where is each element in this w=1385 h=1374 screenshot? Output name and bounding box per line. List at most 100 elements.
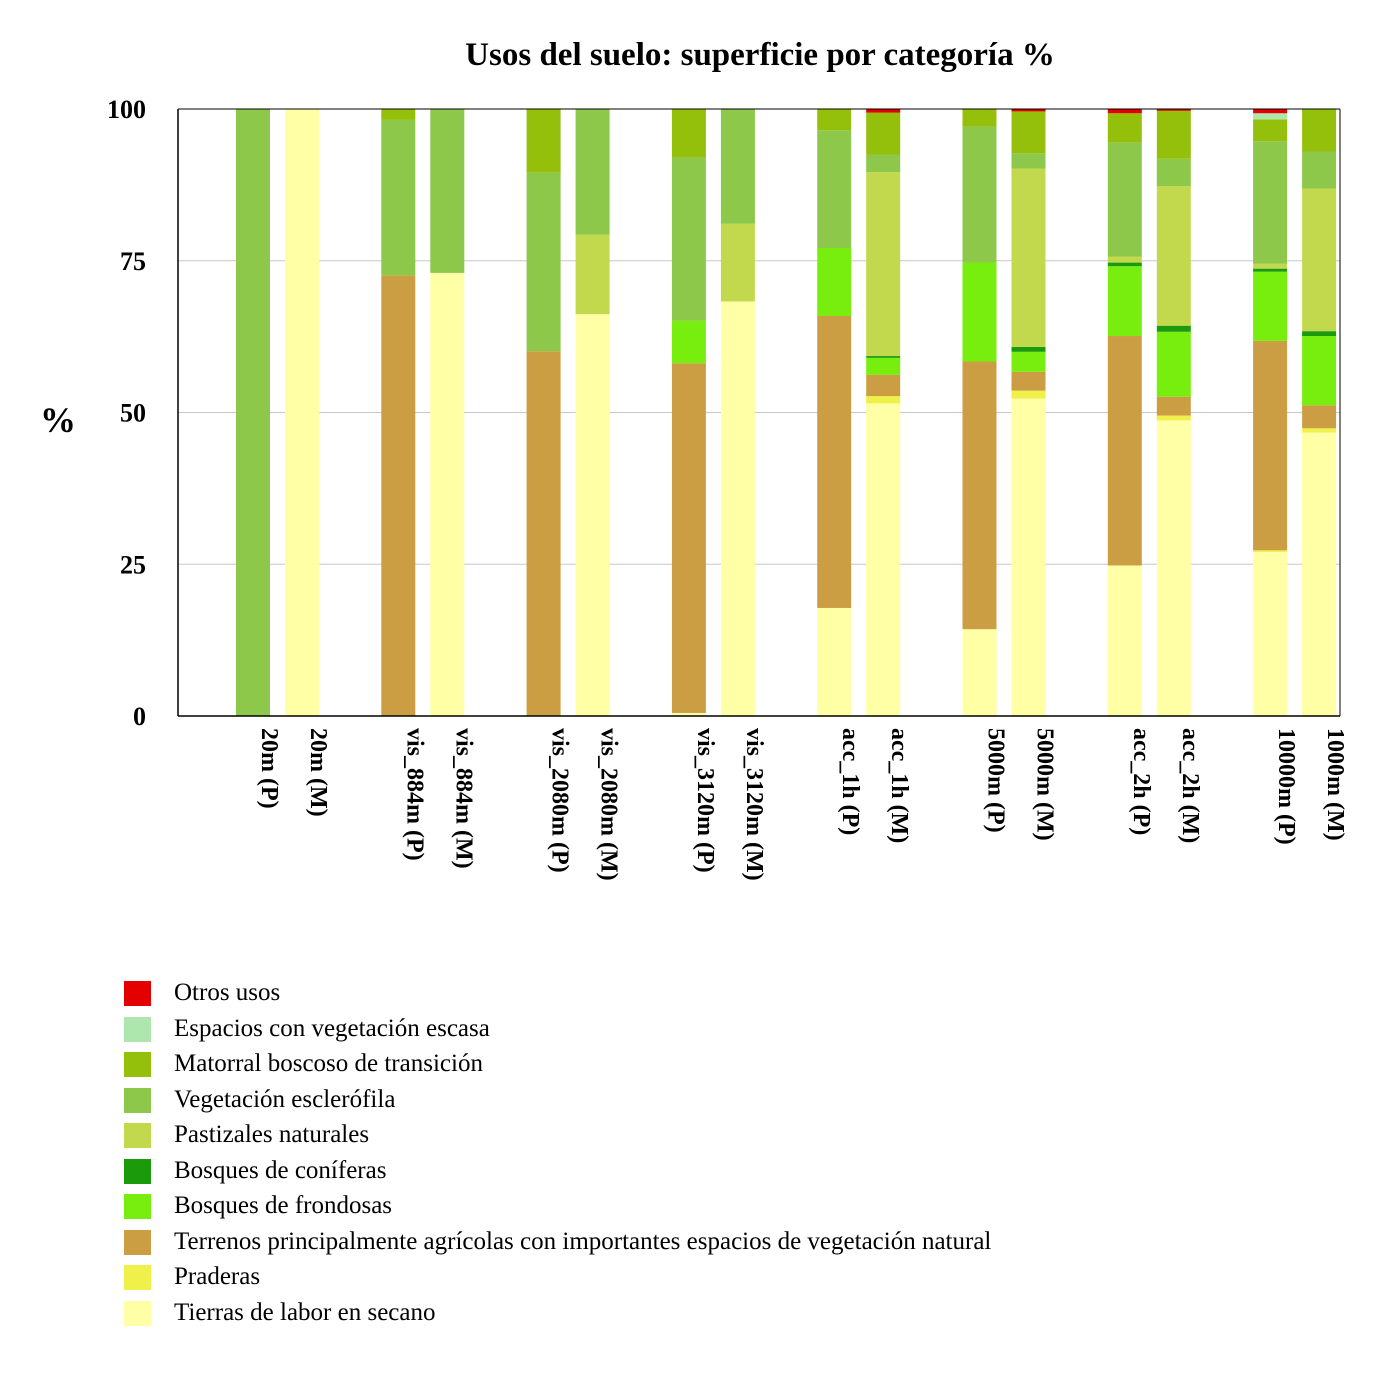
- x-tick-label: acc_1h (P): [837, 728, 863, 835]
- bar-segment: [1011, 111, 1046, 154]
- legend-label: Bosques de frondosas: [174, 1192, 393, 1219]
- y-tick-label: 25: [120, 550, 146, 579]
- bar-segment: [526, 172, 561, 352]
- bar-segment: [575, 234, 610, 315]
- bar-segment: [381, 119, 416, 276]
- y-axis-label: %: [40, 400, 76, 440]
- bar-segment: [1107, 565, 1142, 716]
- bar-segment: [817, 130, 852, 249]
- x-tick-label: 20m (P): [256, 728, 282, 809]
- legend-swatch: [124, 981, 151, 1006]
- x-tick-label: vis_3120m (P): [692, 728, 718, 873]
- bar-segment: [1011, 346, 1046, 352]
- bar-segment: [671, 157, 706, 321]
- bar-segment: [866, 109, 901, 113]
- x-tick-label: vis_2080m (M): [596, 728, 622, 881]
- bar-segment: [866, 357, 901, 375]
- bar-segment: [526, 351, 561, 716]
- bar-segment: [1156, 325, 1191, 332]
- legend-swatch: [124, 1123, 151, 1148]
- bar-segment: [962, 361, 997, 630]
- bar-segment: [430, 109, 465, 273]
- bar-segment: [817, 248, 852, 316]
- bar-segment: [1253, 263, 1288, 269]
- bar-segment: [962, 126, 997, 263]
- legend-label: Praderas: [174, 1263, 261, 1290]
- y-tick-label: 50: [120, 399, 146, 428]
- bar-segment: [575, 314, 610, 716]
- bar-segment: [671, 320, 706, 364]
- bar-segment: [962, 109, 997, 127]
- x-tick-label: 10000m (P): [1273, 728, 1299, 845]
- bar-segment: [1302, 188, 1337, 332]
- bar-segment: [817, 607, 852, 716]
- bar-segment: [1156, 186, 1191, 326]
- legend-swatch: [124, 1016, 151, 1042]
- x-tick-label: acc_1h (M): [886, 728, 912, 843]
- legend-swatch: [124, 1087, 151, 1113]
- y-tick-label: 0: [133, 702, 146, 731]
- chart-title: Usos del suelo: superficie por categoría…: [465, 37, 1055, 73]
- bar-segment: [575, 109, 610, 235]
- bar-segment: [866, 356, 901, 358]
- legend-label: Tierras de labor en secano: [174, 1298, 436, 1326]
- legend-swatch: [124, 1194, 151, 1219]
- bar-segment: [1107, 256, 1142, 263]
- legend-swatch: [124, 1052, 151, 1077]
- bar-segment: [1107, 336, 1142, 566]
- bar-segment: [1253, 340, 1288, 551]
- bar-segment: [1156, 420, 1191, 716]
- bar-segment: [430, 272, 465, 716]
- legend-label: Terrenos principalmente agrícolas con im…: [174, 1227, 992, 1255]
- x-tick-label: vis_884m (P): [401, 728, 427, 861]
- bar-segment: [1011, 371, 1046, 391]
- bar-segment: [866, 403, 901, 716]
- x-tick-labels: 20m (P) 20m (M) vis_884m (P) vis_884m (M) vi…: [256, 728, 1348, 881]
- legend-swatch: [124, 1229, 151, 1255]
- bar-segment: [671, 363, 706, 713]
- bar-segment: [1253, 268, 1288, 272]
- bar-segment: [1011, 153, 1046, 169]
- bar-segment: [1302, 336, 1337, 406]
- legend-label: Vegetación esclerófila: [174, 1085, 396, 1113]
- bar-segment: [1302, 428, 1337, 433]
- legend-label: Espacios con vegetación escasa: [174, 1014, 490, 1042]
- x-tick-label: vis_884m (M): [450, 728, 476, 869]
- bars: [236, 109, 1337, 716]
- bar-segment: [962, 629, 997, 716]
- bar-segment: [866, 172, 901, 357]
- x-tick-label: vis_3120m (M): [741, 728, 767, 881]
- bar-segment: [817, 109, 852, 131]
- x-tick-label: 5000m (P): [983, 728, 1009, 833]
- bar-segment: [1156, 331, 1191, 397]
- legend-label: Bosques de coníferas: [174, 1156, 387, 1184]
- bar-segment: [1253, 113, 1288, 120]
- bar-segment: [1253, 271, 1288, 341]
- bar-segment: [866, 396, 901, 404]
- bar-segment: [1302, 331, 1337, 337]
- bar-segment: [1011, 168, 1046, 347]
- bar-segment: [285, 109, 319, 716]
- x-tick-label: 20m (M): [305, 728, 331, 817]
- bar-segment: [720, 109, 755, 224]
- bar-segment: [1253, 550, 1288, 553]
- bar-segment: [236, 109, 270, 716]
- gridlines: [178, 260, 1340, 565]
- bar-segment: [1302, 405, 1337, 429]
- bar-segment: [1107, 113, 1142, 143]
- bar-segment: [1107, 262, 1142, 267]
- bar-segment: [1156, 110, 1191, 159]
- bar-segment: [1156, 109, 1191, 111]
- x-tick-label: 1000m (M): [1322, 728, 1348, 841]
- x-tick-label: acc_2h (M): [1177, 728, 1203, 843]
- bar-segment: [817, 315, 852, 608]
- bar-segment: [866, 374, 901, 397]
- bar-segment: [1253, 141, 1288, 264]
- bar-segment: [671, 109, 706, 158]
- x-tick-label: 5000m (M): [1032, 728, 1058, 841]
- bar-segment: [720, 223, 755, 302]
- bar-segment: [381, 275, 416, 716]
- bar-segment: [1156, 415, 1191, 421]
- bar-segment: [1107, 142, 1142, 257]
